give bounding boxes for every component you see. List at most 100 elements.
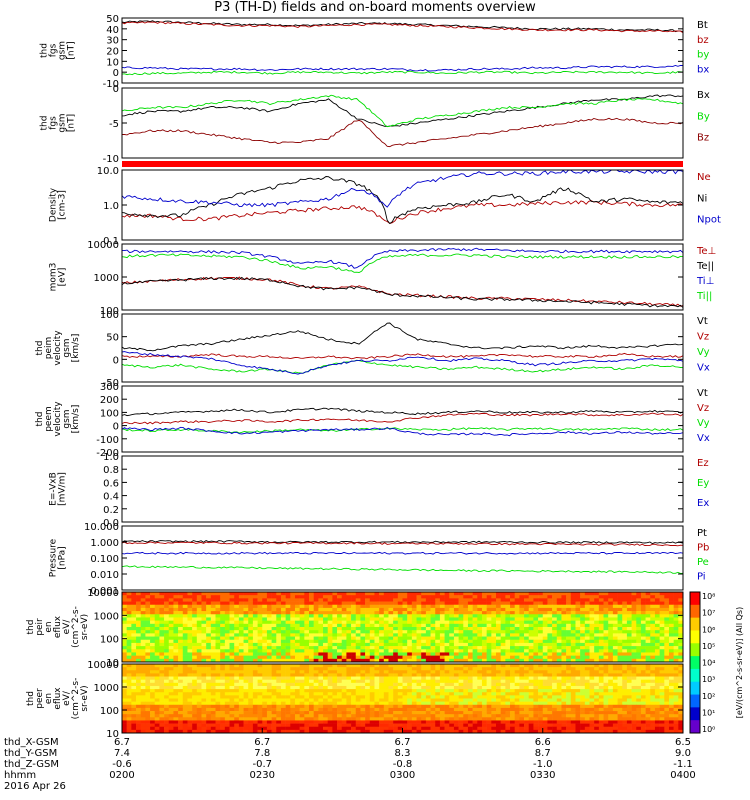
- spectrogram-cell: [379, 607, 385, 612]
- spectrogram-cell: [210, 673, 216, 677]
- spectrogram-cell: [271, 614, 277, 618]
- spectrogram-cell: [538, 633, 544, 637]
- spectrogram-cell: [631, 604, 637, 609]
- spectrogram-cell: [491, 642, 497, 647]
- spectrogram-cell: [323, 601, 328, 606]
- spectrogram-cell: [290, 623, 296, 628]
- spectrogram-cell: [397, 639, 403, 644]
- spectrogram-cell: [397, 701, 403, 706]
- spectrogram-cell: [341, 642, 347, 647]
- spectrogram-cell: [369, 689, 375, 693]
- spectrogram-cell: [346, 670, 352, 674]
- spectrogram-cell: [178, 685, 184, 690]
- spectrogram-cell: [472, 652, 478, 656]
- spectrogram-cell: [173, 701, 179, 706]
- spectrogram-cell: [608, 633, 614, 637]
- spectrogram-cell: [379, 670, 385, 674]
- spectrogram-cell: [341, 664, 347, 668]
- spectrogram-cell: [654, 598, 660, 602]
- spectrogram-cell: [257, 652, 263, 656]
- spectrogram-cell: [514, 592, 520, 596]
- spectrogram-cell: [224, 704, 230, 709]
- y-tick-label: 0: [113, 68, 119, 79]
- spectrogram-cell: [407, 676, 413, 680]
- spectrogram-cell: [285, 714, 291, 718]
- spectrogram-cell: [664, 664, 670, 668]
- spectrogram-cell: [608, 670, 614, 674]
- spectrogram-cell: [659, 646, 665, 650]
- spectrogram-cell: [407, 636, 413, 641]
- spectrogram-cell: [131, 689, 137, 693]
- spectrogram-cell: [500, 714, 506, 718]
- spectrogram-cell: [140, 670, 146, 674]
- spectrogram-cell: [374, 627, 380, 631]
- spectrogram-cell: [126, 598, 132, 602]
- spectrogram-cell: [524, 614, 530, 618]
- spectrogram-cell: [126, 679, 132, 684]
- spectrogram-cell: [238, 714, 244, 718]
- spectrogram-cell: [304, 655, 310, 660]
- spectrogram-cell: [603, 658, 609, 663]
- spectrogram-cell: [243, 649, 249, 653]
- spectrogram-cell: [178, 714, 184, 718]
- spectrogram-cell: [514, 698, 520, 702]
- spectrogram-cell: [421, 646, 427, 650]
- spectrogram-cell: [280, 627, 286, 631]
- spectrogram-cell: [640, 676, 646, 680]
- spectrogram-cell: [458, 617, 464, 621]
- spectrogram-cell: [257, 695, 263, 699]
- spectrogram-cell: [243, 707, 249, 712]
- spectrogram-cell: [430, 611, 436, 615]
- spectrogram-cell: [234, 655, 240, 660]
- spectrogram-cell: [659, 598, 665, 602]
- spectrogram-cell: [491, 620, 497, 625]
- spectrogram-cell: [145, 658, 151, 663]
- spectrogram-cell: [631, 642, 637, 647]
- spectrogram-cell: [145, 598, 151, 602]
- spectrogram-cell: [439, 630, 445, 634]
- spectrogram-cell: [388, 667, 394, 671]
- spectrogram-cell: [234, 627, 240, 631]
- spectrogram-cell: [266, 658, 272, 663]
- spectrogram-cell: [220, 611, 226, 615]
- spectrogram-cell: [266, 646, 272, 650]
- spectrogram-cell: [678, 658, 684, 663]
- spectrogram-cell: [636, 676, 642, 680]
- spectrogram-cell: [435, 692, 441, 696]
- spectrogram-cell: [584, 670, 590, 674]
- spectrogram-cell: [510, 633, 515, 637]
- spectrogram-cell: [608, 652, 614, 656]
- spectrogram-cell: [650, 598, 656, 602]
- spectrogram-cell: [566, 633, 572, 637]
- spectrogram-cell: [252, 642, 258, 647]
- spectrogram-cell: [458, 717, 464, 721]
- spectrogram-cell: [645, 639, 651, 644]
- spectrogram-cell: [210, 652, 216, 656]
- spectrogram-cell: [481, 630, 487, 634]
- spectrogram-cell: [421, 601, 427, 606]
- spectrogram-cell: [477, 601, 483, 606]
- spectrogram-cell: [612, 620, 618, 625]
- spectrogram-cell: [631, 592, 637, 596]
- spectrogram-cell: [360, 704, 366, 709]
- spectrogram-cell: [210, 667, 216, 671]
- spectrogram-cell: [332, 611, 338, 615]
- spectrogram-cell: [444, 664, 450, 668]
- spectrogram-cell: [266, 717, 272, 721]
- spectrogram-cell: [140, 685, 146, 690]
- spectrogram-cell: [453, 682, 459, 687]
- spectrogram-cell: [598, 711, 604, 715]
- spectrogram-cell: [122, 667, 127, 671]
- spectrogram-cell: [439, 595, 445, 599]
- spectrogram-cell: [538, 711, 544, 715]
- spectrogram-cell: [533, 611, 539, 615]
- spectrogram-cell: [332, 652, 338, 656]
- spectrogram-cell: [659, 652, 665, 656]
- spectrogram-cell: [327, 658, 333, 663]
- spectrogram-cell: [159, 717, 165, 721]
- spectrogram-cell: [636, 598, 642, 602]
- spectrogram-cell: [187, 604, 193, 609]
- spectrogram-cell: [425, 679, 431, 684]
- spectrogram-cell: [524, 664, 530, 668]
